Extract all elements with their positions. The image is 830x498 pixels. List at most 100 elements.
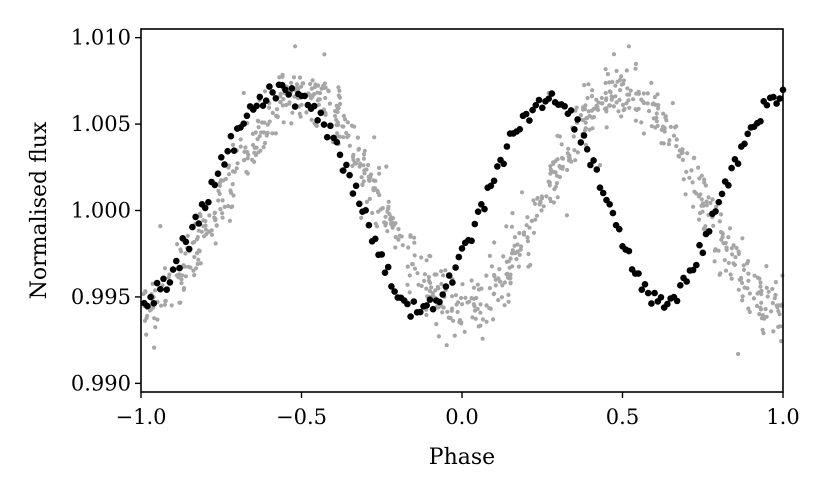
raw-data-point (761, 331, 766, 336)
raw-data-point (741, 267, 747, 272)
raw-data-point (270, 131, 275, 136)
binned-data-point (500, 160, 508, 168)
raw-data-point (619, 114, 624, 119)
raw-data-point (251, 142, 256, 148)
raw-data-point (607, 80, 612, 85)
raw-data-point (214, 223, 219, 228)
raw-data-point (611, 52, 617, 57)
raw-data-point (654, 111, 659, 116)
binned-data-point (356, 200, 363, 208)
binned-points-layer (140, 81, 787, 320)
raw-data-point (491, 317, 496, 322)
raw-data-point (323, 112, 328, 117)
raw-data-point (484, 319, 489, 324)
raw-data-point (507, 265, 512, 270)
raw-data-point (512, 235, 518, 240)
raw-data-point (355, 157, 361, 162)
raw-data-point (180, 273, 185, 278)
raw-data-point (309, 117, 314, 122)
raw-data-point (361, 179, 366, 184)
raw-data-point (265, 122, 270, 127)
raw-data-point (255, 118, 260, 123)
raw-data-point (342, 117, 348, 122)
raw-data-point (449, 294, 455, 299)
raw-data-point (405, 264, 410, 269)
binned-data-point (625, 247, 633, 255)
raw-data-point (544, 194, 549, 199)
binned-data-point (266, 83, 273, 90)
raw-data-point (519, 244, 524, 249)
raw-data-point (350, 154, 356, 159)
raw-data-point (412, 235, 417, 240)
binned-data-point (532, 101, 540, 109)
raw-data-point (310, 78, 315, 83)
raw-data-point (181, 287, 186, 292)
raw-data-point (347, 143, 352, 148)
raw-data-point (551, 160, 556, 165)
raw-data-point (769, 309, 774, 314)
raw-data-point (326, 89, 331, 94)
raw-data-point (151, 305, 156, 310)
binned-data-point (349, 190, 357, 197)
raw-data-point (235, 161, 240, 166)
raw-data-point (627, 92, 632, 97)
raw-data-point (207, 229, 212, 234)
raw-data-point (487, 286, 492, 291)
binned-data-point (648, 300, 655, 307)
raw-data-point (497, 267, 502, 272)
raw-data-point (393, 245, 398, 250)
raw-data-point (359, 215, 364, 220)
raw-data-point (625, 86, 630, 91)
raw-data-point (419, 255, 424, 260)
binned-data-point (253, 102, 260, 110)
raw-data-point (646, 108, 652, 114)
binned-data-point (336, 151, 344, 159)
raw-data-point (489, 264, 494, 269)
raw-data-point (714, 204, 719, 209)
raw-data-point (584, 116, 589, 121)
raw-data-point (226, 165, 231, 170)
raw-data-point (770, 300, 775, 306)
binned-data-point (285, 91, 293, 98)
binned-data-point (481, 205, 488, 213)
raw-data-point (493, 283, 498, 288)
raw-data-point (291, 75, 297, 80)
raw-data-point (697, 211, 703, 216)
raw-data-point (763, 307, 768, 312)
raw-data-point (712, 259, 717, 264)
raw-data-point (383, 214, 388, 219)
binned-data-point (606, 201, 613, 208)
raw-data-point (356, 147, 361, 152)
raw-data-point (385, 229, 390, 234)
raw-data-point (720, 234, 725, 240)
raw-data-point (471, 302, 476, 307)
raw-data-point (484, 273, 489, 278)
raw-data-point (521, 230, 527, 235)
raw-data-point (661, 141, 666, 146)
raw-data-point (539, 196, 545, 201)
raw-data-point (575, 150, 580, 155)
raw-data-point (696, 194, 701, 199)
raw-data-point (289, 80, 294, 85)
raw-data-point (723, 268, 729, 273)
raw-data-point (212, 215, 217, 220)
raw-data-point (491, 292, 496, 297)
raw-data-point (243, 145, 248, 150)
raw-data-point (162, 302, 167, 307)
binned-data-point (699, 249, 707, 257)
binned-data-point (423, 302, 431, 309)
binned-data-point (693, 261, 700, 269)
raw-data-point (752, 273, 757, 278)
raw-data-point (441, 273, 446, 278)
raw-data-point (250, 157, 255, 162)
raw-data-point (386, 206, 391, 211)
raw-data-point (764, 264, 769, 269)
raw-data-point (480, 336, 485, 341)
binned-data-point (317, 109, 325, 117)
raw-data-point (607, 103, 612, 108)
raw-data-point (600, 101, 605, 106)
binned-data-point (442, 283, 450, 290)
binned-data-point (259, 102, 267, 109)
raw-data-point (364, 199, 369, 204)
binned-data-point (147, 293, 154, 301)
